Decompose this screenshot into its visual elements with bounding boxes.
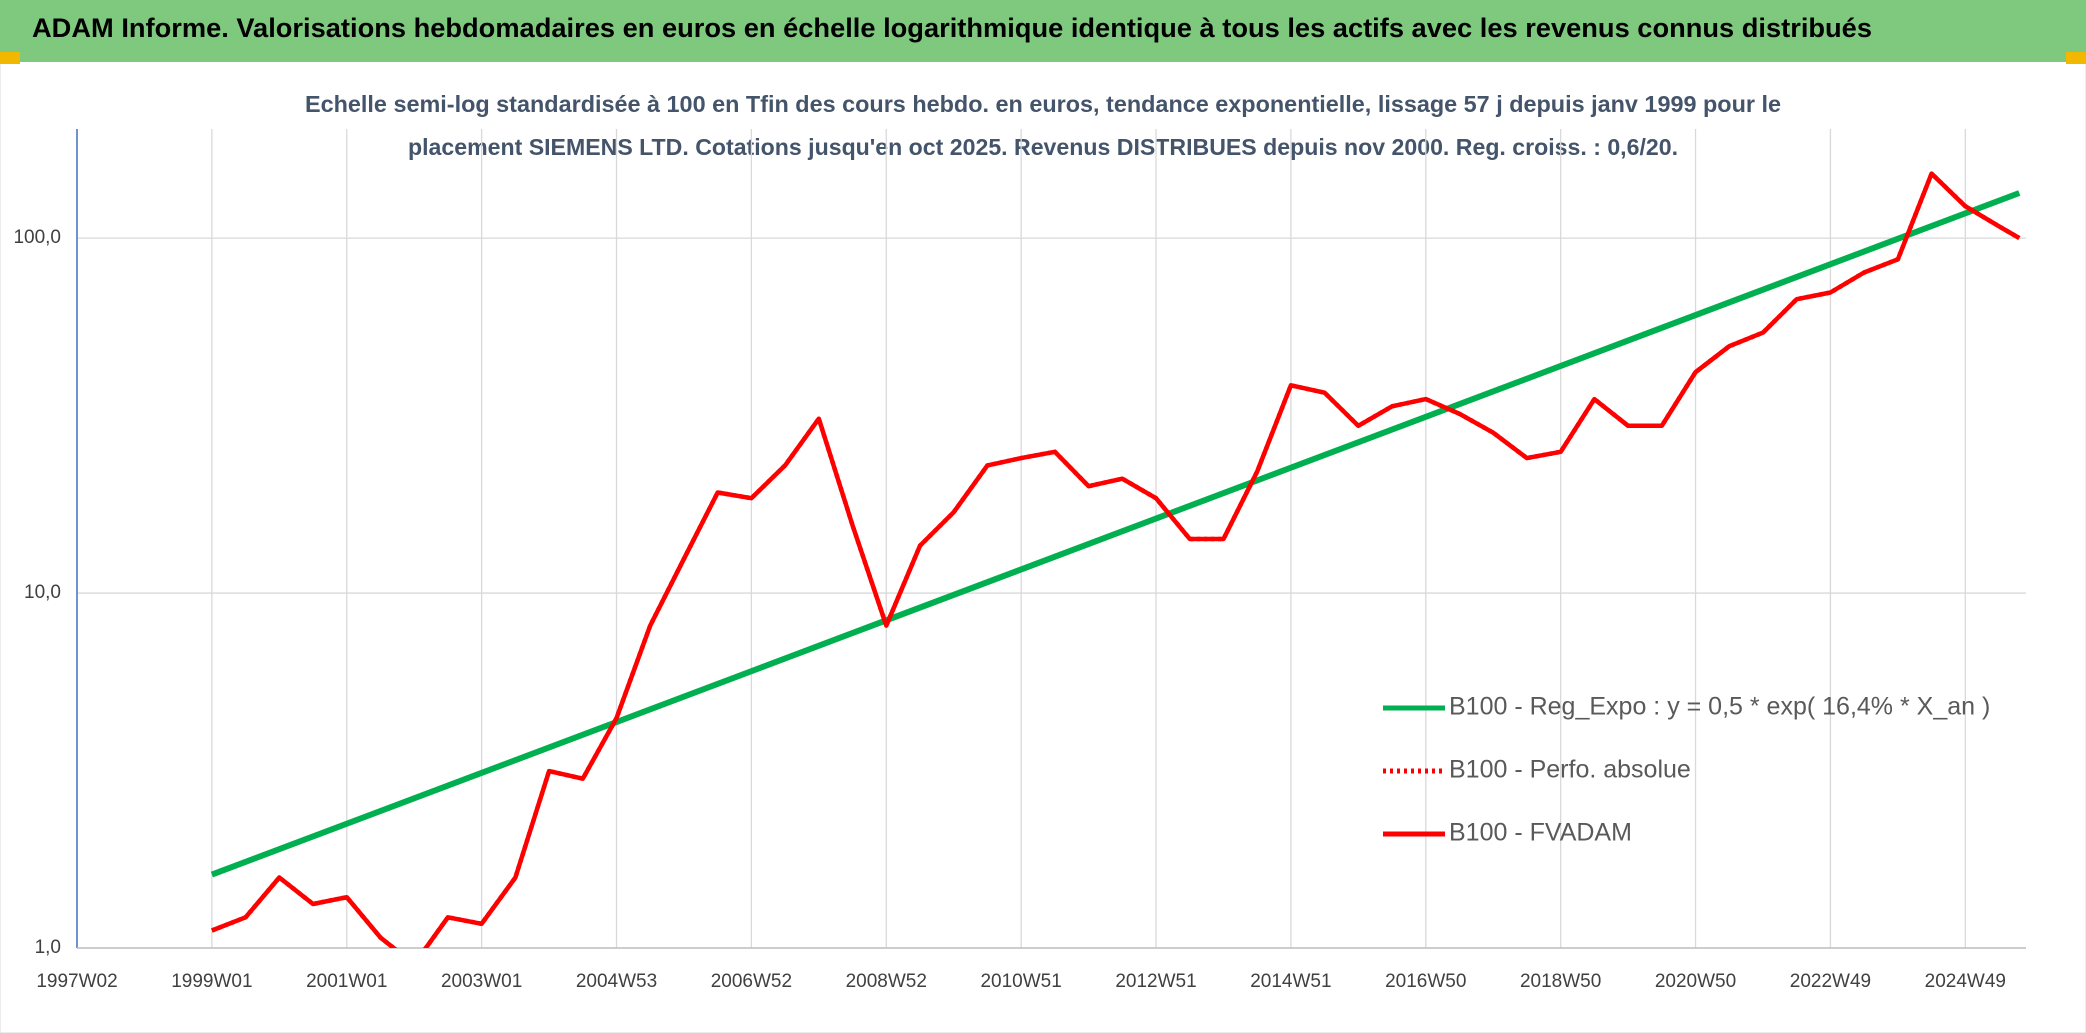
x-tick-label: 2008W52 — [846, 971, 927, 992]
series-line — [211, 171, 2021, 948]
legend-label: B100 - FVADAM — [1449, 819, 1632, 847]
x-tick-label: 2016W50 — [1385, 971, 1466, 992]
title-bar — [0, 0, 2086, 62]
x-tick-label: 2024W49 — [1925, 971, 2006, 992]
y-tick-label: 1,0 — [35, 937, 61, 958]
x-tick-label: 2020W50 — [1655, 971, 1736, 992]
legend-label: B100 - Reg_Expo : y = 0,5 * exp( 16,4% *… — [1449, 693, 1990, 721]
series-line — [210, 190, 2021, 878]
plot-area — [210, 171, 2021, 948]
x-tick-label: 2012W51 — [1115, 971, 1196, 992]
y-tick-label: 10,0 — [24, 582, 61, 603]
x-tick-label: 2006W52 — [711, 971, 792, 992]
x-tick-label: 2014W51 — [1250, 971, 1331, 992]
y-tick-label: 100,0 — [13, 227, 61, 248]
subtitle: placement SIEMENS LTD. Cotations jusqu'e… — [408, 134, 1678, 160]
x-tick-label: 2003W01 — [441, 971, 522, 992]
x-tick-label: 2001W01 — [306, 971, 387, 992]
corner — [2066, 52, 2086, 64]
chart-title: ADAM Informe. Valorisations hebdomadaire… — [32, 13, 1872, 43]
x-tick-label: 1997W02 — [36, 971, 117, 992]
x-tick-label: 2018W50 — [1520, 971, 1601, 992]
subtitle: Echelle semi-log standardisée à 100 en T… — [305, 91, 1781, 117]
x-tick-label: 2022W49 — [1790, 971, 1871, 992]
x-tick-label: 1999W01 — [171, 971, 252, 992]
x-tick-label: 2010W51 — [980, 971, 1061, 992]
x-tick-label: 2004W53 — [576, 971, 657, 992]
legend-label: B100 - Perfo. absolue — [1449, 756, 1691, 784]
corner — [0, 52, 20, 64]
